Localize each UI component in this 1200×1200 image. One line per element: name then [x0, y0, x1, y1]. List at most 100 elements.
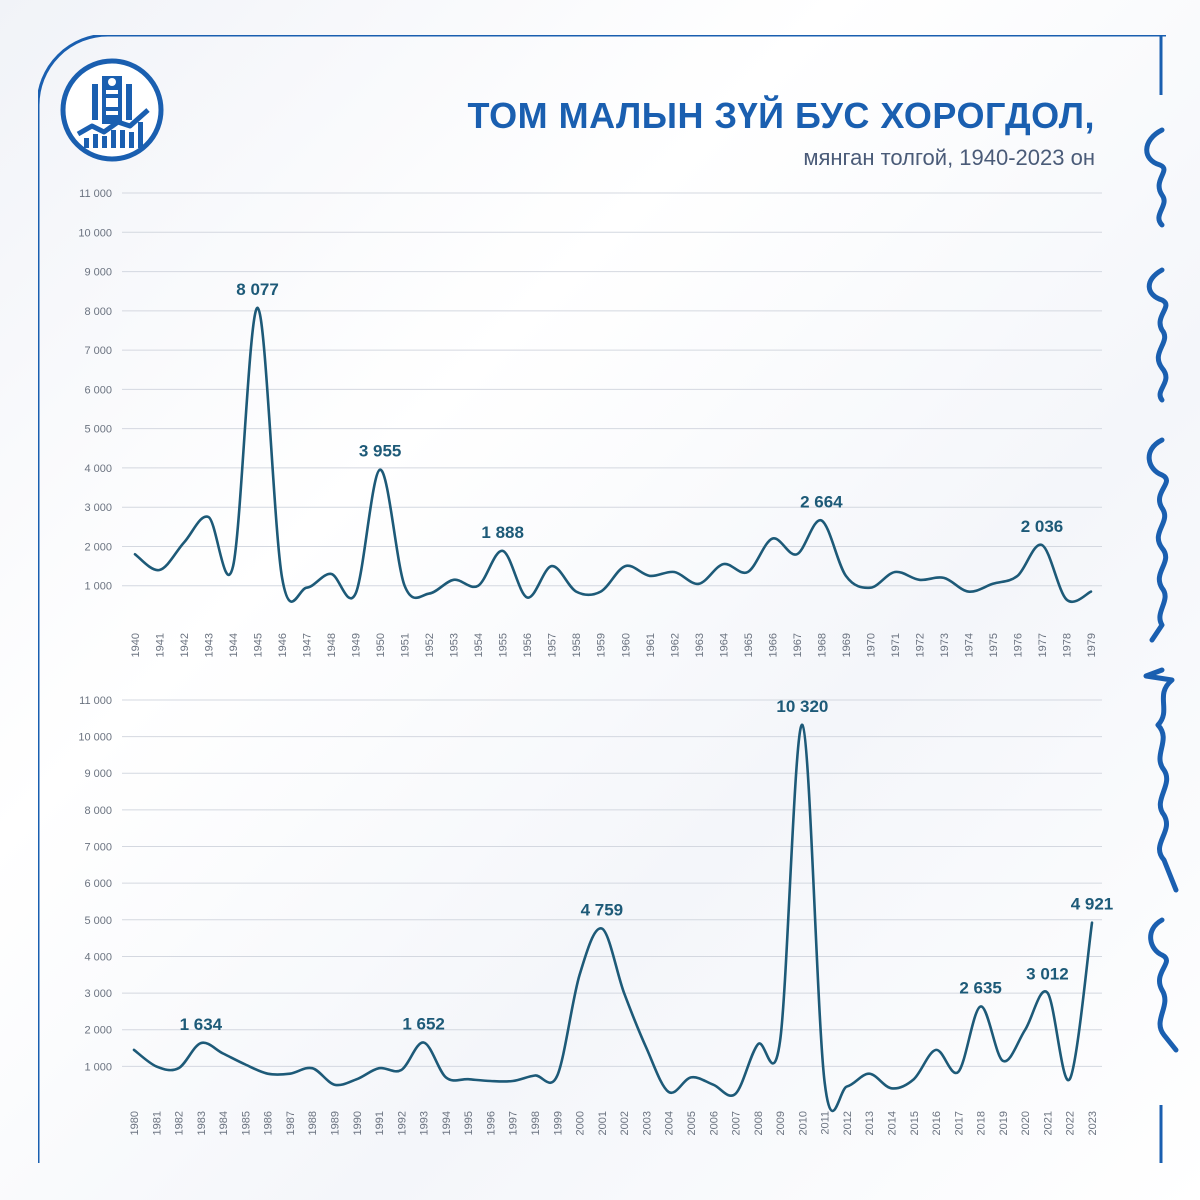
- data-label: 1 888: [481, 523, 524, 542]
- x-tick-label: 1969: [841, 633, 853, 657]
- y-tick-label: 4 000: [84, 951, 112, 963]
- y-tick-label: 11 000: [79, 695, 112, 707]
- x-tick-label: 1992: [396, 1111, 408, 1135]
- series-line: [133, 306, 1093, 603]
- x-tick-label: 1993: [419, 1111, 431, 1135]
- y-tick-label: 5 000: [84, 915, 112, 927]
- x-tick-label: 1944: [228, 633, 240, 657]
- data-label: 2 664: [800, 492, 843, 511]
- page-subtitle: мянган толгой, 1940-2023 он: [803, 145, 1095, 170]
- x-tick-label: 1942: [179, 633, 191, 657]
- x-tick-label: 1965: [743, 633, 755, 657]
- data-label: 1 634: [180, 1015, 223, 1034]
- x-tick-label: 1966: [767, 633, 779, 657]
- x-tick-label: 2010: [797, 1111, 809, 1135]
- x-tick-label: 2023: [1087, 1111, 1099, 1135]
- y-tick-label: 6 000: [84, 384, 112, 396]
- x-tick-label: 2006: [708, 1111, 720, 1135]
- x-tick-label: 1989: [330, 1111, 342, 1135]
- x-tick-label: 1988: [307, 1111, 319, 1135]
- x-tick-label: 1963: [694, 633, 706, 657]
- y-tick-label: 9 000: [84, 768, 112, 780]
- x-tick-label: 1990: [352, 1111, 364, 1135]
- data-label: 10 320: [776, 697, 828, 716]
- y-tick-label: 1 000: [84, 1061, 112, 1073]
- x-tick-label: 2020: [1020, 1111, 1032, 1135]
- y-tick-label: 8 000: [84, 306, 112, 318]
- x-tick-label: 1964: [718, 633, 730, 657]
- x-tick-label: 1960: [620, 633, 632, 657]
- x-tick-label: 1997: [508, 1111, 520, 1135]
- y-tick-label: 4 000: [84, 463, 112, 475]
- x-tick-label: 2011: [820, 1111, 832, 1135]
- x-tick-label: 1957: [547, 633, 559, 657]
- y-tick-label: 11 000: [79, 188, 112, 200]
- data-label: 4 921: [1071, 895, 1114, 914]
- x-tick-label: 1978: [1062, 633, 1074, 657]
- x-tick-label: 2012: [842, 1111, 854, 1135]
- data-label: 1 652: [402, 1014, 445, 1033]
- x-tick-label: 2016: [931, 1111, 943, 1135]
- x-tick-label: 1940: [130, 633, 142, 657]
- data-label: 8 077: [236, 280, 279, 299]
- data-label: 2 635: [959, 978, 1002, 997]
- x-tick-label: 1994: [441, 1111, 453, 1135]
- y-tick-label: 6 000: [84, 878, 112, 890]
- data-label: 4 759: [581, 901, 624, 920]
- x-tick-label: 1943: [204, 633, 216, 657]
- y-tick-label: 8 000: [84, 805, 112, 817]
- x-tick-label: 1954: [473, 633, 485, 657]
- x-tick-label: 1956: [522, 633, 534, 657]
- state-emblem-growth-chart-icon: [60, 58, 164, 162]
- x-tick-label: 2005: [686, 1111, 698, 1135]
- x-tick-label: 2000: [575, 1111, 587, 1135]
- y-tick-label: 2 000: [84, 1025, 112, 1037]
- x-tick-label: 1945: [253, 633, 265, 657]
- x-tick-label: 1968: [816, 633, 828, 657]
- y-tick-label: 7 000: [84, 345, 112, 357]
- x-tick-label: 1949: [351, 633, 363, 657]
- x-tick-label: 1976: [1013, 633, 1025, 657]
- x-tick-label: 1996: [486, 1111, 498, 1135]
- y-tick-label: 10 000: [78, 732, 112, 744]
- x-tick-label: 1981: [151, 1111, 163, 1135]
- x-tick-label: 2001: [597, 1111, 609, 1135]
- x-tick-label: 2015: [909, 1111, 921, 1135]
- x-tick-label: 2014: [887, 1111, 899, 1135]
- x-tick-label: 1982: [174, 1111, 186, 1135]
- x-tick-label: 1975: [988, 633, 1000, 657]
- x-tick-label: 1973: [939, 633, 951, 657]
- x-tick-label: 2003: [641, 1111, 653, 1135]
- x-tick-label: 1991: [374, 1111, 386, 1135]
- x-tick-label: 1961: [645, 633, 657, 657]
- x-tick-label: 1962: [669, 633, 681, 657]
- x-tick-label: 1970: [865, 633, 877, 657]
- x-tick-label: 1986: [263, 1111, 275, 1135]
- x-tick-label: 2017: [953, 1111, 965, 1135]
- x-tick-label: 1977: [1037, 633, 1049, 657]
- x-tick-label: 1952: [424, 633, 436, 657]
- x-tick-label: 1950: [375, 633, 387, 657]
- mongolian-script-title: [1143, 127, 1179, 1053]
- x-tick-label: 2018: [976, 1111, 988, 1135]
- x-tick-label: 1951: [400, 633, 412, 657]
- x-tick-label: 1985: [240, 1111, 252, 1135]
- x-tick-label: 1974: [963, 633, 975, 657]
- x-tick-label: 2022: [1065, 1111, 1077, 1135]
- x-tick-label: 1984: [218, 1111, 230, 1135]
- x-tick-label: 2021: [1042, 1111, 1054, 1135]
- x-tick-label: 1983: [196, 1111, 208, 1135]
- x-tick-label: 1967: [792, 633, 804, 657]
- x-tick-label: 2013: [864, 1111, 876, 1135]
- x-tick-label: 1995: [463, 1111, 475, 1135]
- series-line: [132, 723, 1094, 1113]
- x-tick-label: 2008: [753, 1111, 765, 1135]
- page-frame: [38, 35, 1166, 1163]
- y-tick-label: 7 000: [84, 842, 112, 854]
- x-tick-label: 2009: [775, 1111, 787, 1135]
- x-tick-label: 1947: [302, 633, 314, 657]
- y-tick-label: 3 000: [84, 502, 112, 514]
